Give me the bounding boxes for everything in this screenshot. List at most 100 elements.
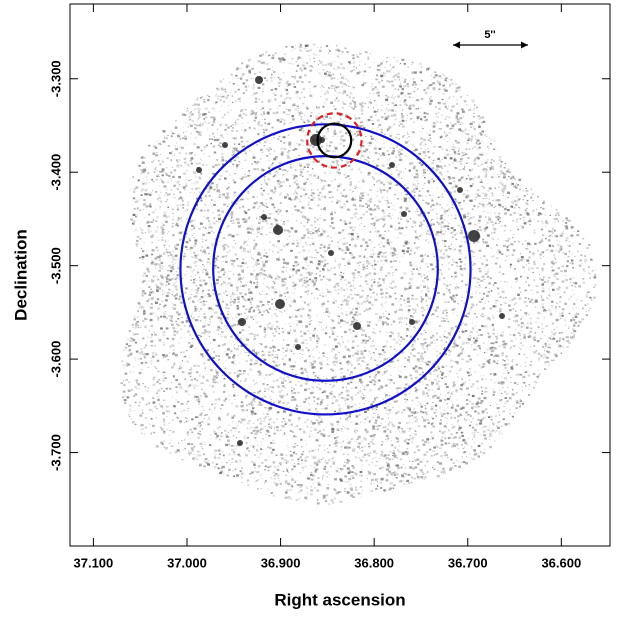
noise-pixel [526, 242, 530, 245]
noise-pixel [491, 434, 493, 436]
noise-pixel [483, 434, 486, 437]
noise-pixel [447, 105, 449, 107]
noise-pixel [416, 475, 418, 477]
noise-pixel [395, 341, 399, 344]
noise-pixel [461, 394, 462, 396]
noise-pixel [484, 390, 487, 393]
noise-pixel [408, 439, 410, 441]
noise-pixel [170, 271, 172, 272]
noise-pixel [349, 92, 353, 95]
noise-pixel [311, 232, 315, 235]
noise-pixel [386, 204, 388, 205]
noise-pixel [472, 264, 474, 267]
noise-pixel [267, 122, 271, 125]
noise-pixel [554, 310, 556, 312]
noise-pixel [391, 102, 395, 105]
noise-pixel [413, 71, 417, 74]
noise-pixel [363, 82, 366, 85]
noise-pixel [497, 199, 501, 202]
noise-pixel [321, 381, 324, 383]
noise-pixel [202, 375, 204, 377]
noise-pixel [308, 404, 311, 406]
noise-pixel [193, 427, 197, 430]
noise-pixel [153, 431, 156, 434]
noise-pixel [376, 74, 379, 77]
noise-pixel [234, 253, 237, 256]
noise-pixel [406, 335, 408, 337]
noise-pixel [451, 276, 453, 278]
noise-pixel [487, 146, 489, 148]
noise-pixel [328, 87, 330, 89]
noise-pixel [241, 461, 243, 463]
noise-pixel [206, 144, 208, 147]
noise-pixel [178, 167, 180, 168]
noise-pixel [424, 91, 428, 95]
noise-pixel [512, 389, 514, 391]
noise-pixel [484, 273, 487, 275]
noise-pixel [452, 228, 454, 230]
noise-pixel [553, 328, 555, 330]
noise-pixel [238, 278, 241, 281]
noise-pixel [278, 167, 282, 170]
noise-pixel [520, 322, 524, 325]
noise-pixel [443, 88, 446, 91]
noise-pixel [499, 205, 502, 208]
noise-pixel [533, 279, 536, 281]
noise-pixel [511, 182, 514, 185]
noise-pixel [393, 450, 395, 452]
noise-pixel [256, 471, 260, 474]
noise-pixel [338, 352, 340, 354]
noise-pixel [478, 284, 481, 286]
noise-pixel [568, 241, 570, 242]
noise-pixel [572, 328, 575, 330]
noise-pixel [221, 89, 225, 92]
noise-pixel [226, 234, 229, 237]
noise-pixel [440, 114, 443, 117]
noise-pixel [415, 311, 417, 312]
noise-pixel [231, 235, 235, 238]
noise-pixel [332, 384, 336, 387]
noise-pixel [508, 422, 511, 425]
noise-pixel [256, 430, 260, 433]
noise-pixel [248, 403, 250, 405]
noise-pixel [445, 89, 448, 92]
noise-pixel [502, 185, 504, 187]
noise-pixel [388, 458, 391, 461]
noise-pixel [366, 245, 369, 247]
noise-pixel [570, 227, 573, 230]
noise-pixel [404, 155, 406, 156]
noise-pixel [259, 300, 263, 303]
noise-pixel [345, 386, 347, 388]
noise-pixel [140, 209, 142, 211]
noise-pixel [185, 241, 189, 244]
noise-pixel [274, 88, 278, 91]
noise-pixel [134, 200, 138, 204]
noise-pixel [284, 281, 286, 283]
noise-pixel [225, 433, 228, 436]
noise-pixel [286, 142, 287, 144]
noise-pixel [303, 225, 306, 228]
noise-pixel [218, 398, 221, 401]
noise-pixel [382, 451, 384, 453]
noise-pixel [172, 250, 174, 252]
noise-pixel [223, 335, 227, 339]
noise-pixel [365, 367, 369, 370]
noise-pixel [352, 320, 356, 323]
noise-pixel [269, 148, 272, 150]
noise-pixel [395, 136, 398, 139]
noise-pixel [310, 224, 313, 227]
noise-pixel [492, 139, 496, 142]
noise-pixel [413, 176, 416, 178]
noise-pixel [208, 188, 212, 191]
noise-pixel [321, 329, 322, 330]
noise-pixel [328, 165, 330, 168]
noise-pixel [183, 312, 187, 315]
noise-pixel [193, 263, 195, 265]
noise-pixel [344, 446, 347, 449]
noise-pixel [505, 173, 507, 174]
noise-pixel [220, 335, 223, 338]
noise-pixel [315, 273, 318, 275]
noise-pixel [329, 117, 332, 120]
noise-pixel [431, 438, 434, 440]
noise-pixel [467, 212, 470, 215]
